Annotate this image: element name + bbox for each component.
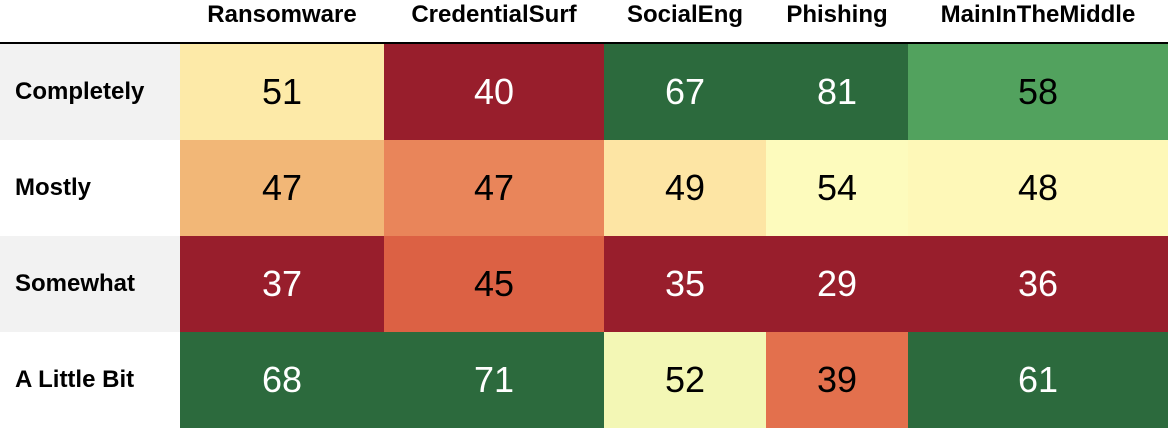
row-label-3: A Little Bit [15, 366, 135, 393]
heatmap-cell-r2-c1: 45 [384, 236, 604, 332]
heatmap-cell-r2-c0: 37 [180, 236, 384, 332]
heatmap-cell-r0-c2: 67 [604, 44, 766, 140]
col-header-0: Ransomware [207, 1, 357, 28]
col-header-3: Phishing [786, 1, 888, 28]
header-rule [0, 42, 1168, 44]
heatmap-cell-r1-c4: 48 [908, 140, 1168, 236]
heatmap-cell-r1-c0: 47 [180, 140, 384, 236]
heatmap-cell-r2-c2: 35 [604, 236, 766, 332]
col-header-4: MainInTheMiddle [940, 1, 1136, 28]
heatmap-cell-r3-c2: 52 [604, 332, 766, 428]
heatmap-cell-r2-c4: 36 [908, 236, 1168, 332]
heatmap-cell-r1-c3: 54 [766, 140, 908, 236]
heatmap-cell-r0-c0: 51 [180, 44, 384, 140]
heatmap-cell-r2-c3: 29 [766, 236, 908, 332]
col-header-1: CredentialSurf [411, 1, 577, 28]
row-label-1: Mostly [15, 174, 92, 201]
heatmap-cell-r1-c2: 49 [604, 140, 766, 236]
heatmap-cell-r0-c3: 81 [766, 44, 908, 140]
heatmap-cell-r3-c0: 68 [180, 332, 384, 428]
col-header-2: SocialEng [626, 1, 744, 28]
heatmap-cell-r3-c4: 61 [908, 332, 1168, 428]
heatmap-cell-r3-c3: 39 [766, 332, 908, 428]
heatmap-cell-r0-c4: 58 [908, 44, 1168, 140]
heatmap-cell-r0-c1: 40 [384, 44, 604, 140]
row-label-2: Somewhat [0, 236, 180, 332]
heatmap-cell-r1-c1: 47 [384, 140, 604, 236]
heatmap-cell-r3-c1: 71 [384, 332, 604, 428]
row-label-0: Completely [0, 44, 180, 140]
